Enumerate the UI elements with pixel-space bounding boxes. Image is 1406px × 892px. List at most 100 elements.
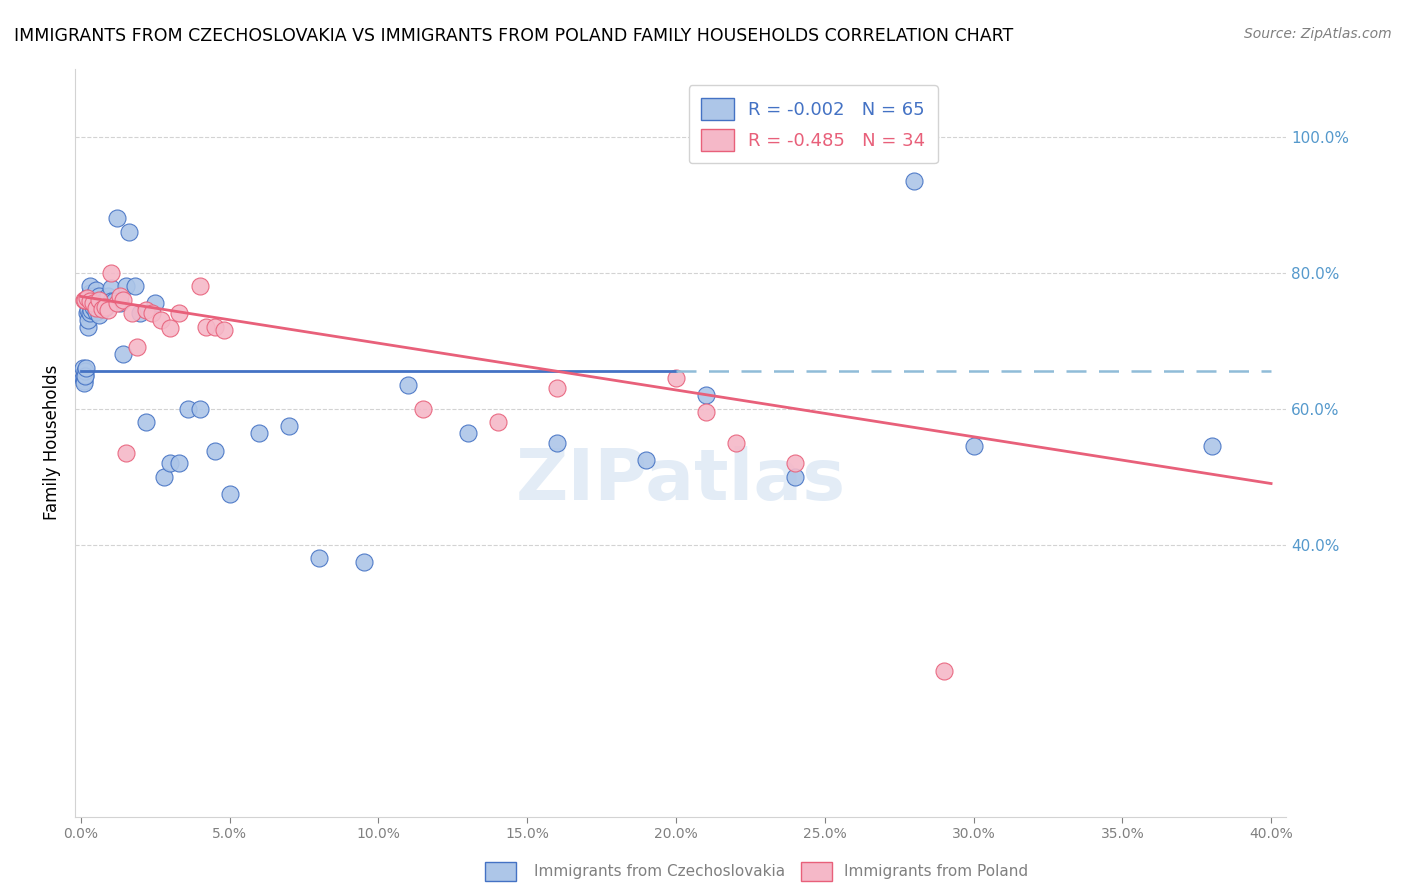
Text: Immigrants from Czechoslovakia: Immigrants from Czechoslovakia [534,863,786,879]
Point [159,456,181,470]
Point [962,439,984,453]
Point [783,469,806,483]
Point [94,293,117,307]
Point [308,551,330,566]
Point [111,347,134,361]
Point [72,360,94,375]
Point [82,296,104,310]
Point [167,306,190,320]
Point [546,435,568,450]
Point [73,376,96,390]
Point [87,308,110,322]
Text: IMMIGRANTS FROM CZECHOSLOVAKIA VS IMMIGRANTS FROM POLAND FAMILY HOUSEHOLDS CORRE: IMMIGRANTS FROM CZECHOSLOVAKIA VS IMMIGR… [14,27,1014,45]
Point [77,313,100,327]
Point [546,381,568,395]
Point [87,293,110,307]
Point [129,306,152,320]
Point [77,303,100,318]
Point [100,280,122,294]
Legend: R = -0.002   N = 65, R = -0.485   N = 34: R = -0.002 N = 65, R = -0.485 N = 34 [689,85,938,163]
Point [75,369,97,384]
Point [1201,439,1223,453]
Point [278,418,301,433]
Text: Immigrants from Poland: Immigrants from Poland [844,863,1028,879]
Point [153,469,176,483]
Point [100,266,122,280]
Point [457,425,479,440]
Point [103,294,125,309]
Point [114,446,136,460]
Point [108,295,131,310]
Point [87,298,110,312]
Point [204,443,226,458]
Point [159,321,181,335]
Point [695,405,717,419]
Point [127,341,149,355]
Point [135,303,157,318]
Point [124,279,146,293]
Point [90,301,112,315]
Point [84,283,107,297]
Point [486,415,509,429]
Point [204,320,226,334]
Point [695,388,717,402]
Point [83,293,105,307]
Point [353,555,375,569]
Point [82,289,104,303]
Point [76,320,98,334]
Point [396,377,419,392]
Point [932,664,955,678]
Point [73,293,96,307]
Point [212,323,235,337]
Point [79,293,101,307]
Point [94,301,117,315]
Point [143,296,166,310]
Point [121,306,143,320]
Text: Source: ZipAtlas.com: Source: ZipAtlas.com [1244,27,1392,41]
Point [135,415,157,429]
Point [117,225,139,239]
Point [249,425,271,440]
Point [82,296,104,310]
Point [141,306,163,320]
Point [76,293,98,307]
Point [105,295,128,310]
Point [84,294,107,309]
Point [75,293,97,307]
Point [97,289,120,303]
Point [665,371,688,385]
Point [73,375,96,389]
Point [194,320,217,334]
Point [150,313,173,327]
Point [79,286,101,301]
Point [87,289,110,303]
Point [218,487,240,501]
Point [188,401,211,416]
Point [105,211,128,226]
Point [724,435,747,450]
Point [72,371,94,385]
Point [167,456,190,470]
Text: ZIPatlas: ZIPatlas [516,446,845,515]
Point [84,305,107,319]
Point [114,279,136,293]
Point [188,279,211,293]
Point [79,294,101,309]
Point [177,401,200,416]
Point [84,301,107,315]
Point [111,293,134,307]
Point [108,289,131,303]
Point [75,364,97,378]
Point [79,306,101,320]
Point [94,300,117,314]
Point [903,174,925,188]
Point [97,303,120,318]
Point [90,302,112,317]
Point [636,452,658,467]
Point [783,456,806,470]
Point [412,401,434,416]
Point [76,292,98,306]
Point [76,306,98,320]
Point [82,300,104,314]
Point [75,360,97,375]
